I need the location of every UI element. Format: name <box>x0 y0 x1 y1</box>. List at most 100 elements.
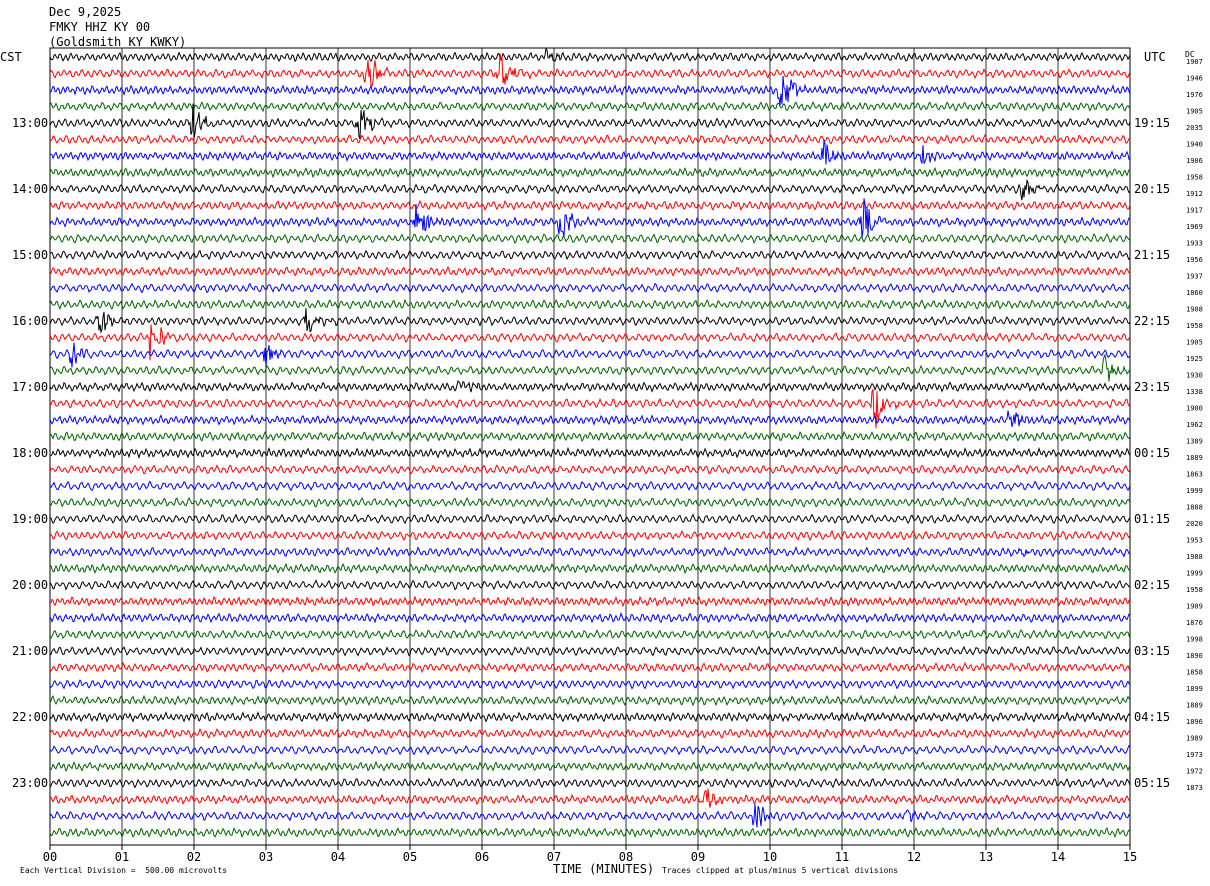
seismogram-trace <box>49 612 1131 624</box>
dc-offset-value: 1876 <box>1186 619 1203 627</box>
dc-offset-value: 1958 <box>1186 174 1203 182</box>
dc-offset-value: 1890 <box>1186 652 1203 660</box>
seismogram-trace <box>49 166 1131 179</box>
x-axis-title: TIME (MINUTES) <box>553 862 655 876</box>
seismogram-trace <box>49 777 1131 789</box>
dc-offset-value: 1925 <box>1186 355 1203 363</box>
dc-offset-value: 1958 <box>1186 322 1203 330</box>
seismogram-trace <box>49 562 1131 575</box>
dc-offset-value: 2035 <box>1186 124 1203 132</box>
seismogram-trace <box>49 430 1131 443</box>
seismogram-trace <box>49 788 1131 808</box>
x-tick-label: 06 <box>475 850 489 864</box>
seismogram-trace <box>49 199 1131 212</box>
dc-offset-value: 1906 <box>1186 157 1203 165</box>
seismogram-trace <box>49 628 1131 641</box>
dc-offset-value: 1908 <box>1186 306 1203 314</box>
seismogram-trace <box>49 198 1131 239</box>
dc-offset-value: 1889 <box>1186 454 1203 462</box>
seismogram-trace <box>49 53 1131 87</box>
utc-hour-label: 02:15 <box>1134 578 1170 592</box>
plot-date: Dec 9,2025 <box>49 5 122 19</box>
seismogram-trace <box>49 579 1131 591</box>
cst-hour-label: 13:00 <box>12 116 48 130</box>
left-timezone-label: CST <box>0 50 22 64</box>
cst-hour-label: 17:00 <box>12 380 48 394</box>
seismogram-trace <box>49 298 1131 311</box>
seismogram-trace <box>49 446 1131 460</box>
seismogram-trace <box>49 100 1131 113</box>
dc-offset-value: 1900 <box>1186 405 1203 413</box>
seismogram-trace <box>49 661 1131 674</box>
dc-offset-value: 1998 <box>1186 636 1203 644</box>
seismogram-trace <box>49 744 1131 756</box>
cst-hour-label: 23:00 <box>12 776 48 790</box>
dc-offset-value: 1860 <box>1186 289 1203 297</box>
seismogram-trace <box>49 826 1131 839</box>
x-tick-label: 00 <box>43 850 57 864</box>
dc-offset-value: 1907 <box>1186 58 1203 66</box>
seismogram-trace <box>49 75 1131 106</box>
seismogram-trace <box>49 546 1131 558</box>
seismogram-trace <box>49 307 1131 335</box>
x-tick-label: 07 <box>547 850 561 864</box>
seismogram-trace <box>49 265 1131 278</box>
x-tick-label: 13 <box>979 850 993 864</box>
x-tick-label: 01 <box>115 850 129 864</box>
utc-hour-label: 19:15 <box>1134 116 1170 130</box>
x-tick-label: 10 <box>763 850 777 864</box>
seismogram-trace <box>49 496 1131 509</box>
seismogram-trace <box>49 282 1131 294</box>
station-code: FMKY HHZ KY 00 <box>49 20 151 34</box>
x-tick-label: 15 <box>1123 850 1137 864</box>
cst-hour-label: 21:00 <box>12 644 48 658</box>
cst-hour-label: 20:00 <box>12 578 48 592</box>
seismogram-trace <box>49 595 1131 608</box>
x-tick-label: 11 <box>835 850 849 864</box>
dc-offset-value: 1889 <box>1186 702 1203 710</box>
seismogram-trace <box>49 711 1131 723</box>
seismogram-trace <box>49 694 1131 707</box>
dc-offset-value: 1909 <box>1186 603 1203 611</box>
x-tick-label: 04 <box>331 850 345 864</box>
seismogram-trace <box>49 803 1131 828</box>
seismogram-trace <box>49 47 1131 63</box>
cst-hour-label: 14:00 <box>12 182 48 196</box>
seismogram-trace <box>49 103 1131 140</box>
utc-hour-label: 04:15 <box>1134 710 1170 724</box>
cst-hour-label: 19:00 <box>12 512 48 526</box>
seismogram-trace <box>49 324 1131 361</box>
seismogram-trace <box>49 645 1131 657</box>
dc-offset-value: 1930 <box>1186 372 1203 380</box>
seismogram-trace <box>49 139 1131 165</box>
x-tick-label: 09 <box>691 850 705 864</box>
seismogram-trace <box>49 727 1131 740</box>
seismogram-trace <box>49 464 1131 475</box>
dc-offset-value: 1899 <box>1186 685 1203 693</box>
dc-offset-value: 1988 <box>1186 553 1203 561</box>
utc-hour-label: 21:15 <box>1134 248 1170 262</box>
dc-offset-value: 1956 <box>1186 256 1203 264</box>
dc-offset-value: 1905 <box>1186 108 1203 116</box>
dc-offset-value: 1905 <box>1186 339 1203 347</box>
scale-note: Each Vertical Division = 500.00 microvol… <box>20 866 228 875</box>
plot-frame <box>49 47 1131 846</box>
dc-offset-value: 1962 <box>1186 421 1203 429</box>
x-tick-label: 03 <box>259 850 273 864</box>
seismogram-trace <box>49 232 1131 245</box>
x-tick-label: 05 <box>403 850 417 864</box>
dc-offset-value: 1953 <box>1186 537 1203 545</box>
dc-offset-value: 1896 <box>1186 718 1203 726</box>
dc-offset-value: 1873 <box>1186 784 1203 792</box>
x-tick-label: 08 <box>619 850 633 864</box>
utc-hour-label: 03:15 <box>1134 644 1170 658</box>
dc-offset-value: 1973 <box>1186 751 1203 759</box>
dc-offset-value: 1888 <box>1186 504 1203 512</box>
utc-hour-label: 20:15 <box>1134 182 1170 196</box>
seismogram-trace <box>49 389 1131 429</box>
utc-hour-label: 23:15 <box>1134 380 1170 394</box>
seismogram-trace <box>49 342 1131 368</box>
seismogram-trace <box>49 480 1131 492</box>
dc-offset-value: 1389 <box>1186 438 1203 446</box>
